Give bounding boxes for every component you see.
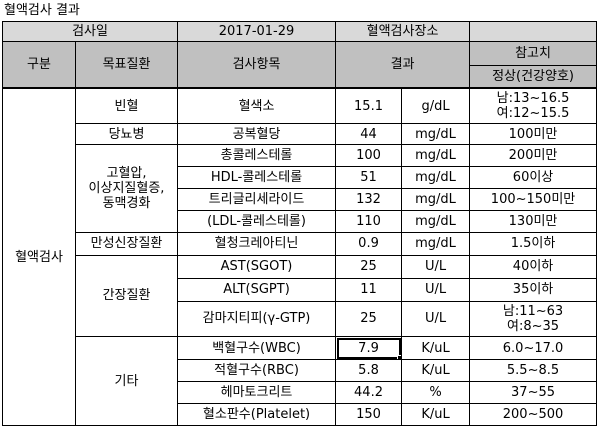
header-target-disease: 목표질환	[74, 40, 179, 90]
table-row: 혈액검사 빈혈 혈색소 15.1 g/dL 남:13~16.5 여:12~15.…	[2, 87, 598, 427]
reference-value: 200미만	[469, 144, 598, 168]
exam-date-label: 검사일	[1, 21, 179, 42]
table-row: 만성신장질환 혈청크레아티닌 0.9 mg/dL 1.5이하	[3, 231, 598, 256]
test-item: 공복혈당	[177, 123, 337, 146]
test-value: 132	[335, 187, 403, 211]
test-value: 0.9	[335, 231, 403, 256]
test-unit: mg/dL	[401, 123, 471, 146]
header-reference: 참고치	[469, 40, 598, 66]
test-unit: mg/dL	[401, 209, 471, 233]
test-item: 트리글리세라이드	[177, 187, 337, 211]
test-item: 혈청크레아티닌	[177, 231, 337, 256]
test-unit: mg/dL	[401, 144, 471, 168]
table-row: 감마지티피(γ-GTP) 25 U/L 남:11~63 여:8~35	[3, 300, 598, 338]
test-item: HDL-콜레스테롤	[177, 166, 337, 189]
table-row: 트리글리세라이드 132 mg/dL 100~150미만	[3, 187, 598, 211]
test-item: 감마지티피(γ-GTP)	[177, 300, 337, 338]
reference-value: 100미만	[469, 123, 598, 146]
disease-liver: 간장질환	[74, 254, 179, 338]
test-value: 5.8	[335, 359, 403, 383]
reference-line: 남:13~16.5	[496, 91, 570, 107]
reference-value: 1.5이하	[469, 231, 598, 256]
header-test-item: 검사항목	[177, 40, 337, 90]
reference-value: 40이하	[469, 254, 598, 279]
test-value: 150	[335, 402, 403, 427]
test-unit: U/L	[401, 277, 471, 302]
table-row: 기타 백혈구수(WBC) 7.9 K/uL 6.0~17.0	[3, 336, 598, 426]
reference-line: 남:11~63	[502, 303, 564, 319]
table-row: 고혈압, 이상지질혈증, 동맥경화 총콜레스테롤 100 mg/dL 200미만	[3, 144, 598, 233]
disease-other: 기타	[74, 336, 179, 426]
exam-info-row: 검사일 2017-01-29 혈액검사장소	[1, 21, 598, 42]
test-unit: K/uL	[401, 402, 471, 427]
test-unit: %	[401, 381, 471, 404]
disease-anemia: 빈혈	[74, 87, 179, 125]
reference-value: 130미만	[469, 209, 598, 233]
reference-value: 6.0~17.0	[469, 336, 598, 361]
column-subheader-row: 정상(건강양호)	[3, 64, 598, 90]
disease-line: 동맥경화	[102, 195, 151, 211]
page-title: 혈액검사 결과	[4, 3, 80, 18]
table-row: 간장질환 AST(SGOT) 25 U/L 40이하	[3, 254, 598, 338]
test-value: 44	[335, 123, 403, 146]
test-value: 15.1	[335, 87, 403, 125]
test-value: 11	[335, 277, 403, 302]
test-item: AST(SGOT)	[177, 254, 337, 279]
test-value: 44.2	[335, 381, 403, 404]
reference-value: 100~150미만	[469, 187, 598, 211]
table-row: 당뇨병 공복혈당 44 mg/dL 100미만	[3, 123, 598, 146]
disease-hypertension: 고혈압, 이상지질혈증, 동맥경화	[74, 144, 179, 233]
reference-value: 35이하	[469, 277, 598, 302]
test-value: 25	[335, 254, 403, 279]
reference-line: 여:12~15.5	[496, 106, 570, 122]
group-label: 혈액검사	[2, 87, 76, 427]
test-unit: U/L	[401, 300, 471, 338]
table-row: 헤마토크리트 44.2 % 37~55	[3, 381, 598, 404]
reference-value: 200~500	[469, 402, 598, 427]
selected-cell[interactable]: 7.9	[335, 336, 403, 361]
test-unit: U/L	[401, 254, 471, 279]
test-item: 백혈구수(WBC)	[177, 336, 337, 361]
header-category: 구분	[2, 40, 76, 90]
test-item: (LDL-콜레스테롤)	[177, 209, 337, 233]
column-header-row: 구분 목표질환 검사항목 결과 참고치	[2, 40, 598, 90]
reference-value: 남:11~63 여:8~35	[469, 300, 598, 338]
reference-value: 5.5~8.5	[469, 359, 598, 383]
disease-kidney: 만성신장질환	[74, 231, 179, 256]
test-value: 25	[335, 300, 403, 338]
disease-diabetes: 당뇨병	[74, 123, 179, 146]
test-item: ALT(SGPT)	[177, 277, 337, 302]
test-unit: K/uL	[401, 336, 471, 361]
blood-test-table: 검사일 2017-01-29 혈액검사장소 구분 목표질환 검사항목 결과 참고…	[1, 21, 598, 427]
test-value: 110	[335, 209, 403, 233]
header-result: 결과	[335, 40, 471, 90]
test-item: 총콜레스테롤	[177, 144, 337, 168]
test-unit: K/uL	[401, 359, 471, 383]
disease-line: 고혈압,	[106, 165, 147, 181]
exam-place-label: 혈액검사장소	[335, 21, 471, 42]
test-value: 100	[335, 144, 403, 168]
reference-value: 37~55	[469, 381, 598, 404]
test-unit: mg/dL	[401, 231, 471, 256]
table-row: 적혈구수(RBC) 5.8 K/uL 5.5~8.5	[3, 359, 598, 383]
test-item: 혈색소	[177, 87, 337, 125]
disease-line: 이상지질혈증,	[88, 180, 165, 196]
table-row: 혈소판수(Platelet) 150 K/uL 200~500	[3, 402, 598, 427]
table-row: HDL-콜레스테롤 51 mg/dL 60이상	[3, 166, 598, 189]
test-item: 적혈구수(RBC)	[177, 359, 337, 383]
test-item: 헤마토크리트	[177, 381, 337, 404]
table-row: ALT(SGPT) 11 U/L 35이하	[3, 277, 598, 302]
header-reference-normal: 정상(건강양호)	[469, 64, 598, 90]
test-unit: mg/dL	[401, 166, 471, 189]
test-unit: g/dL	[401, 87, 471, 125]
reference-value: 60이상	[469, 166, 598, 189]
reference-line: 여:8~35	[507, 318, 560, 334]
test-unit: mg/dL	[401, 187, 471, 211]
reference-value: 남:13~16.5 여:12~15.5	[469, 87, 598, 125]
test-value: 51	[335, 166, 403, 189]
exam-date: 2017-01-29	[177, 21, 337, 42]
exam-place	[469, 21, 598, 42]
test-item: 혈소판수(Platelet)	[177, 402, 337, 427]
